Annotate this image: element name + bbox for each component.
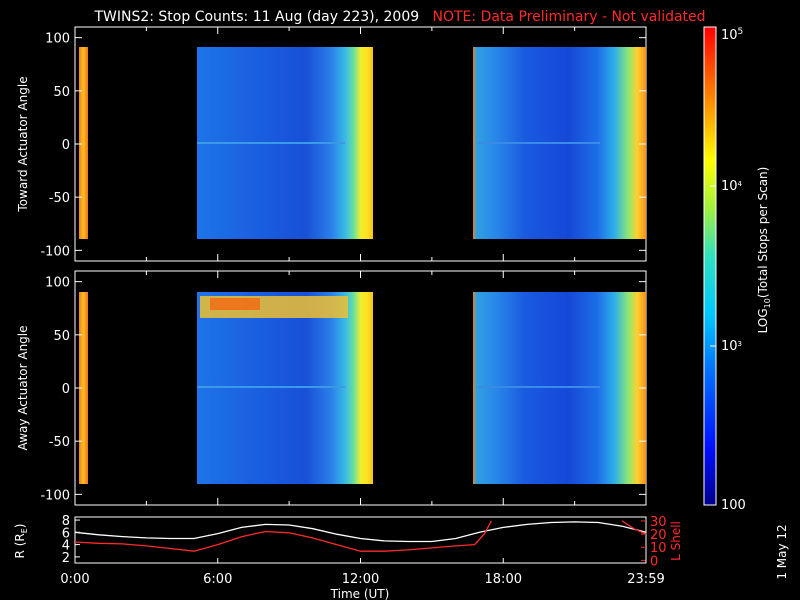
top-ylabel: Toward Actuator Angle [16, 76, 30, 212]
middle-ylabel: Away Actuator Angle [16, 325, 30, 450]
r-ytick-label-3: 2 [62, 551, 70, 566]
series-line-1 [74, 520, 492, 552]
lshell-ytick-label-1: 20 [650, 528, 667, 543]
cb-mid-exp: 4 [738, 180, 743, 188]
title-text: TWINS2: Stop Counts: 11 Aug (day 223), 2… [94, 9, 420, 25]
preliminary-note: NOTE: Data Preliminary - Not validated [432, 9, 706, 25]
middle-warm-core [210, 298, 260, 310]
cb-top-base: 10 [721, 28, 738, 43]
lshell-ytick-label-0: 30 [650, 515, 667, 530]
cb-mid-base: 10 [721, 179, 738, 194]
middle-data-block-left [79, 292, 88, 484]
x-axis-title: Time (UT) [330, 587, 390, 600]
colorbar-mid-label: 104 [721, 179, 743, 194]
series-line-2 [621, 520, 647, 535]
lshell-ytick-label-3: 0 [650, 554, 658, 569]
r-label-end: ) [13, 524, 27, 529]
middle-ytick-label-2: 0 [62, 382, 70, 397]
middle-y-ticks: 100 50 0 -50 -100 [40, 271, 647, 505]
lshell-ytick-label-2: 10 [650, 541, 667, 556]
colorbar: 105 104 103 100 LOG10(Total Stops per Sc… [703, 26, 772, 513]
lshell-axis-label: L Shell [669, 521, 683, 561]
r-ytick-label-2: 4 [62, 539, 70, 554]
r-ytick-label-1: 6 [62, 526, 70, 541]
colorbar-scale [703, 26, 717, 506]
top-ytick-label-2: 0 [62, 138, 70, 153]
cb-title-sub: 10 [763, 298, 772, 308]
colorbar-title: LOG10(Total Stops per Scan) [756, 167, 772, 334]
middle-panel: 100 50 0 -50 -100 Away Actuator Angle [16, 270, 647, 506]
cb-title-rest: (Total Stops per Scan) [756, 167, 770, 298]
bottom-panel-frame [74, 516, 647, 564]
r-label-sub: E [20, 528, 29, 533]
x-tick-label-1: 6:00 [203, 572, 232, 587]
x-tick-label-2: 12:00 [342, 572, 379, 587]
cb-top-exp: 5 [738, 27, 744, 37]
middle-ytick-label-0: 100 [45, 276, 70, 291]
cb-title-main: LOG [756, 308, 770, 333]
top-ytick-label-4: -100 [40, 244, 70, 259]
colorbar-bottom-label: 100 [721, 498, 746, 513]
x-tick-label-0: 0:00 [60, 572, 89, 587]
footer-date: 1 May 12 [775, 524, 789, 579]
series-line-0 [74, 521, 647, 543]
top-ytick-label-3: -50 [49, 191, 70, 206]
middle-ytick-label-4: -100 [40, 488, 70, 503]
r-ytick-label-0: 8 [62, 514, 70, 529]
r-axis-label: R (RE) [13, 524, 29, 559]
colorbar-top-label: 105 [721, 27, 743, 43]
middle-ytick-label-1: 50 [53, 329, 70, 344]
top-panel: 100 50 0 -50 -100 Toward Actuator Angle [16, 26, 647, 262]
colorbar-low-label: 103 [721, 339, 742, 354]
top-ytick-label-0: 100 [45, 32, 70, 47]
top-y-ticks: 100 50 0 -50 -100 [40, 27, 647, 261]
middle-ytick-label-3: -50 [49, 435, 70, 450]
top-ytick-label-1: 50 [53, 85, 70, 100]
cb-low-exp: 3 [738, 340, 742, 348]
bottom-series [74, 520, 647, 552]
x-tick-label-4: 23:59 [627, 572, 664, 587]
x-tick-label-3: 18:00 [485, 572, 522, 587]
cb-low-base: 10 [721, 339, 738, 354]
top-data-block-left [79, 47, 88, 239]
chart-title: TWINS2: Stop Counts: 11 Aug (day 223), 2… [0, 9, 800, 25]
r-label-main: R (R [13, 533, 27, 558]
